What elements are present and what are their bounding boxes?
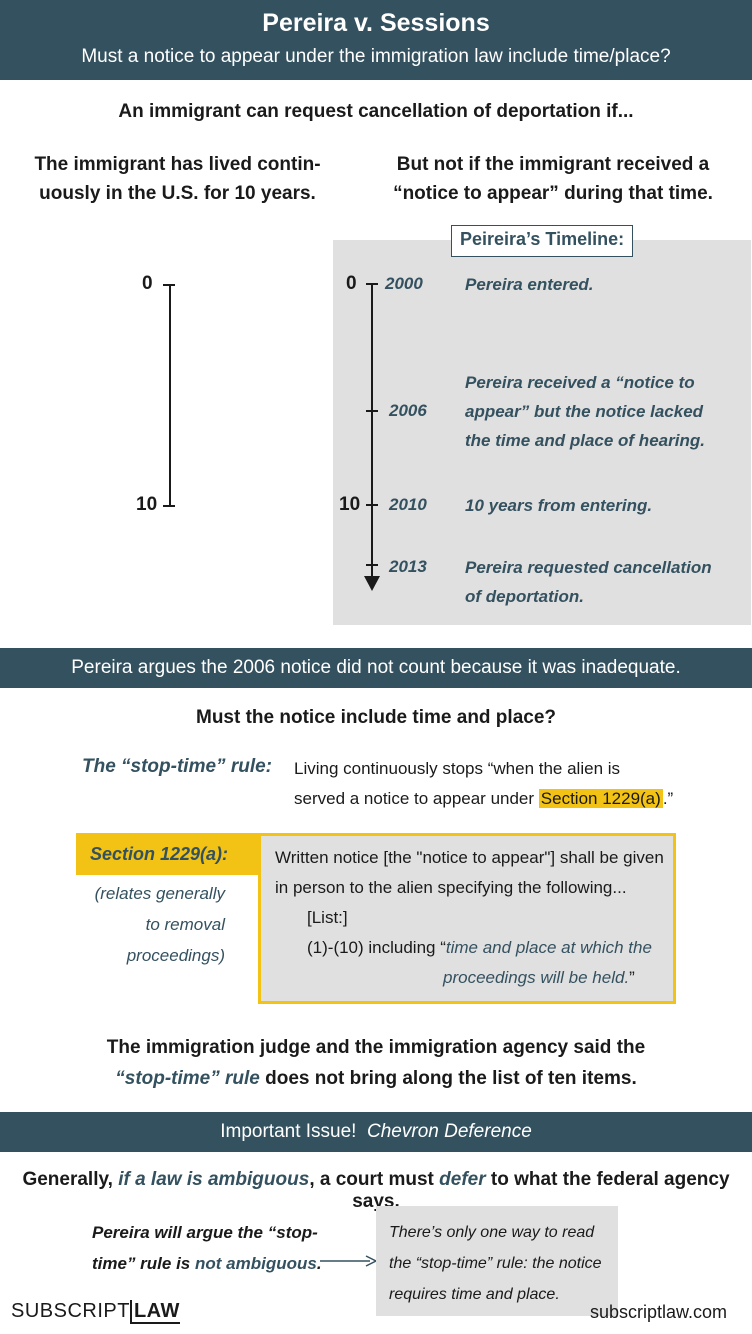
issue-label: Important Issue! (220, 1121, 357, 1142)
arrow-right-icon (320, 1255, 378, 1267)
right-condition-line2: “notice to appear” during that time. (393, 183, 713, 204)
argument-text: Pereira argues the 2006 notice did not c… (71, 657, 681, 678)
pereira-argument: Pereira will argue the “stop- time” rule… (92, 1217, 322, 1279)
argument-band: Pereira argues the 2006 notice did not c… (0, 648, 752, 688)
callout-text: There’s only one way to read the “stop-t… (389, 1217, 602, 1310)
pereira-argument-line2-text: time” rule is (92, 1254, 195, 1273)
pereira-timeline-title: Peireira’s Timeline: (451, 225, 634, 257)
section-label: Section 1229(a): (76, 833, 260, 875)
callout-line3: requires time and place. (389, 1286, 560, 1303)
timeline-event-2013-line1: Pereira requested cancellation (465, 558, 712, 577)
simple-timeline-start-label: 0 (142, 273, 153, 294)
timeline-event-2010-line1: 10 years from entering. (465, 496, 653, 515)
right-condition: But not if the immigrant received a “not… (368, 150, 738, 208)
stop-time-line1: Living continuously stops “when the alie… (294, 759, 621, 778)
judge-line2-text: does not bring along the list of ten ite… (259, 1068, 637, 1089)
timeline-event-2000-line1: Pereira entered. (465, 275, 594, 294)
judge-statement: The immigration judge and the immigratio… (0, 1032, 752, 1094)
section-text-line4-quote: time and place at which the (445, 938, 652, 957)
right-condition-line1: But not if the immigrant received a (396, 154, 710, 175)
pereira-timeline-start-label: 0 (346, 273, 357, 294)
intro-heading: An immigrant can request cancellation of… (118, 101, 634, 122)
timeline-year-2000: 2000 (385, 274, 423, 293)
stop-time-line2: served a notice to appear under Section … (294, 784, 673, 814)
section-text-line3: [List:] (307, 908, 348, 927)
section-text-line5-quote: proceedings will be held. (443, 968, 630, 987)
generally-text-2: , a court must (309, 1169, 440, 1190)
simple-timeline-end-tick (163, 505, 175, 507)
page-title: Pereira v. Sessions (262, 9, 490, 37)
section-note: (relates generally to removal proceeding… (60, 878, 225, 971)
timeline-event-2006-line3: the time and place of hearing. (465, 431, 705, 450)
left-condition-line1: The immigrant has lived contin- (34, 154, 321, 175)
pereira-not-ambiguous: not ambiguous (194, 1254, 317, 1273)
section-text-line2: in person to the alien specifying the fo… (275, 878, 627, 897)
stop-time-line2-text: served a notice to appear under (294, 789, 539, 808)
timeline-year-2010: 2010 (389, 495, 427, 514)
timeline-event-2013: Pereira requested cancellation of deport… (465, 553, 712, 611)
question-heading: Must the notice include time and place? (196, 707, 556, 728)
simple-timeline-axis (169, 284, 171, 506)
stop-time-label: The “stop-time” rule: (81, 756, 272, 777)
pereira-timeline-ten-label: 10 (339, 494, 361, 515)
section-text: Written notice [the "notice to appear"] … (275, 843, 670, 993)
left-condition-line2: uously in the U.S. for 10 years. (39, 183, 316, 204)
pereira-argument-line2: time” rule is not ambiguous. (92, 1248, 322, 1279)
section-note-line1: (relates generally (94, 884, 225, 903)
section-note-line3: proceedings) (126, 946, 225, 965)
page-subtitle: Must a notice to appear under the immigr… (81, 46, 671, 67)
brand-part2: LAW (129, 1300, 180, 1324)
timeline-event-2006-line1: Pereira received a “notice to (465, 373, 695, 392)
callout-line1: There’s only one way to read (389, 1224, 595, 1241)
section-note-line2: to removal (145, 915, 225, 934)
section-1229a-highlight: Section 1229(a) (538, 789, 663, 808)
section-text-line5: proceedings will be held.” (275, 963, 670, 993)
issue-chevron: Chevron Deference (367, 1121, 532, 1142)
generally-ambiguous: if a law is ambiguous (118, 1169, 310, 1190)
header-band: Pereira v. Sessions Must a notice to app… (0, 0, 752, 80)
timeline-event-2000: Pereira entered. (465, 270, 594, 299)
pereira-timeline-axis (364, 283, 380, 591)
pereira-timeline-panel (333, 240, 751, 625)
timeline-event-2010: 10 years from entering. (465, 491, 652, 520)
generally-text-1: Generally, (22, 1169, 119, 1190)
timeline-event-2006: Pereira received a “notice to appear” bu… (465, 368, 705, 455)
judge-line1: The immigration judge and the immigratio… (106, 1037, 646, 1058)
section-text-line4: (1)-(10) including “time and place at wh… (275, 933, 670, 963)
section-text-line5-end: ” (629, 968, 635, 987)
judge-line2: “stop-time” rule does not bring along th… (0, 1063, 752, 1094)
section-text-box (258, 833, 676, 1004)
issue-band: Important Issue! Chevron Deference (0, 1112, 752, 1152)
timeline-event-2013-line2: of deportation. (465, 587, 584, 606)
brand-logo: SUBSCRIPT LAW (11, 1300, 180, 1324)
section-text-line1: Written notice [the "notice to appear"] … (275, 848, 664, 867)
generally-defer: defer (439, 1169, 486, 1190)
stop-time-line2-end: .” (662, 789, 674, 808)
callout-box (376, 1206, 618, 1316)
simple-timeline-end-label: 10 (136, 494, 158, 515)
timeline-year-2006: 2006 (389, 401, 427, 420)
timeline-year-2013: 2013 (389, 557, 427, 576)
stop-time-text: Living continuously stops “when the alie… (294, 754, 673, 814)
left-condition: The immigrant has lived contin- uously i… (20, 150, 335, 208)
judge-stop-time-rule: “stop-time” rule (115, 1068, 260, 1089)
pereira-argument-line2-end: . (316, 1254, 322, 1273)
callout-line2: the “stop-time” rule: the notice (389, 1255, 602, 1272)
section-text-line4-text: (1)-(10) including “ (307, 938, 446, 957)
brand-part1: SUBSCRIPT (11, 1300, 130, 1322)
generally-statement: Generally, if a law is ambiguous, a cour… (0, 1169, 752, 1213)
footer-url[interactable]: subscriptlaw.com (590, 1302, 728, 1322)
timeline-event-2006-line2: appear” but the notice lacked (465, 402, 704, 421)
pereira-argument-line1: Pereira will argue the “stop- (92, 1223, 318, 1242)
